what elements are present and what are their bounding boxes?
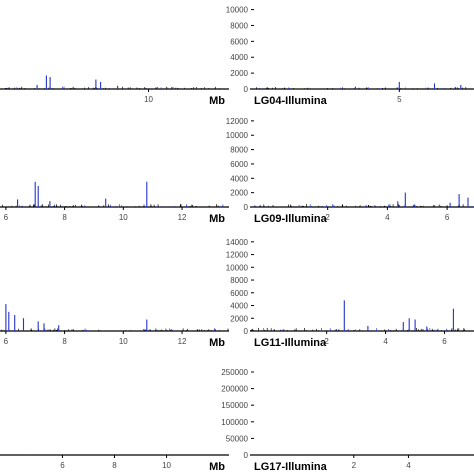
x-tick-label: 2 <box>352 461 357 470</box>
panel-6: 2 4 6 0 2000 4000 6000 8000 10000 12000 14000 LG11-… <box>226 238 474 349</box>
y-tick-label: 6000 <box>230 289 248 298</box>
x-tick-label: 2 <box>324 337 329 346</box>
x-tick-label: 10 <box>119 213 128 222</box>
y-tick-label: 150000 <box>221 401 248 410</box>
y-tick-label: 100000 <box>221 418 248 427</box>
axis-unit-label: Mb <box>209 95 225 107</box>
axis-unit-label: Mb <box>209 337 225 349</box>
panel-2: 5 0 2000 4000 6000 8000 10000 LG04-Illumina <box>226 6 474 107</box>
x-tick-label: 10 <box>144 95 153 104</box>
panel-4: 2 4 6 0 2000 4000 6000 8000 10000 12000 LG09-Illum… <box>226 117 474 225</box>
linkage-group-label: LG11-Illumina <box>254 337 327 349</box>
linkage-group-label: LG17-Illumina <box>254 461 328 473</box>
panel-5: 6 8 10 12 Mb <box>0 304 230 349</box>
y-tick-label: 0 <box>244 203 249 212</box>
x-tick-label: 5 <box>397 95 402 104</box>
y-tick-label: 50000 <box>226 434 249 443</box>
panel-3: 6 8 10 12 Mb <box>0 123 229 225</box>
y-tick-label: 10000 <box>226 6 249 15</box>
y-tick-label: 4000 <box>230 53 248 62</box>
panel-1: 10 Mb <box>0 10 229 107</box>
x-tick-label: 8 <box>62 337 67 346</box>
x-tick-label: 6 <box>4 337 9 346</box>
y-tick-label: 4000 <box>230 302 248 311</box>
y-tick-label: 8000 <box>230 146 248 155</box>
x-tick-label: 4 <box>385 213 390 222</box>
x-tick-label: 10 <box>119 337 128 346</box>
y-tick-label: 10000 <box>226 263 249 272</box>
y-tick-label: 2000 <box>230 69 248 78</box>
x-tick-label: 4 <box>383 337 388 346</box>
linkage-group-label: LG09-Illumina <box>254 213 328 225</box>
axis-unit-label: Mb <box>209 213 225 225</box>
panel-8: 2 4 0 50000 100000 150000 200000 250000 LG17-Ill… <box>221 368 474 473</box>
x-tick-label: 10 <box>162 461 171 470</box>
y-tick-label: 0 <box>244 85 249 94</box>
x-tick-label: 12 <box>178 213 187 222</box>
y-tick-label: 4000 <box>230 174 248 183</box>
x-tick-label: 6 <box>442 337 447 346</box>
y-tick-label: 200000 <box>221 385 248 394</box>
y-tick-label: 8000 <box>230 276 248 285</box>
y-tick-label: 14000 <box>226 238 249 247</box>
axis-unit-label: Mb <box>209 461 225 473</box>
y-tick-label: 2000 <box>230 314 248 323</box>
y-tick-label: 6000 <box>230 37 248 46</box>
x-tick-label: 12 <box>178 337 187 346</box>
y-tick-label: 10000 <box>226 131 249 140</box>
x-tick-label: 8 <box>62 213 67 222</box>
y-tick-label: 12000 <box>226 117 249 126</box>
y-tick-label: 6000 <box>230 160 248 169</box>
panel-7: 6 8 10 Mb <box>0 371 229 473</box>
y-tick-label: 0 <box>244 451 249 460</box>
y-tick-label: 250000 <box>221 368 248 377</box>
y-tick-label: 0 <box>244 327 249 336</box>
y-tick-label: 8000 <box>230 21 248 30</box>
linkage-group-label: LG04-Illumina <box>254 95 328 107</box>
y-tick-label: 2000 <box>230 189 248 198</box>
x-tick-label: 6 <box>445 213 450 222</box>
x-tick-label: 2 <box>325 213 330 222</box>
x-tick-label: 6 <box>60 461 65 470</box>
x-tick-label: 4 <box>406 461 411 470</box>
x-tick-label: 6 <box>4 213 9 222</box>
y-tick-label: 12000 <box>226 251 249 260</box>
x-tick-label: 8 <box>112 461 117 470</box>
